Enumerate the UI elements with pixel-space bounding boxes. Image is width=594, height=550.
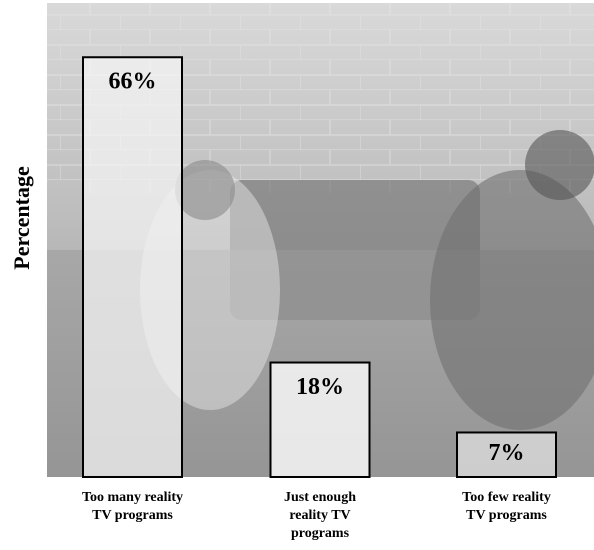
x-tick-label: Just enough reality TV programs <box>284 490 356 541</box>
bar <box>269 361 371 478</box>
bar <box>456 431 557 479</box>
value-label: 18% <box>296 374 344 400</box>
value-label: 7% <box>489 440 525 466</box>
bar <box>82 56 183 479</box>
x-tick-label: Too many reality TV programs <box>81 490 184 523</box>
value-label: 66% <box>109 69 157 95</box>
x-tick-label: Too few reality TV programs <box>462 490 551 523</box>
y-axis-label: Percentage <box>9 166 34 270</box>
